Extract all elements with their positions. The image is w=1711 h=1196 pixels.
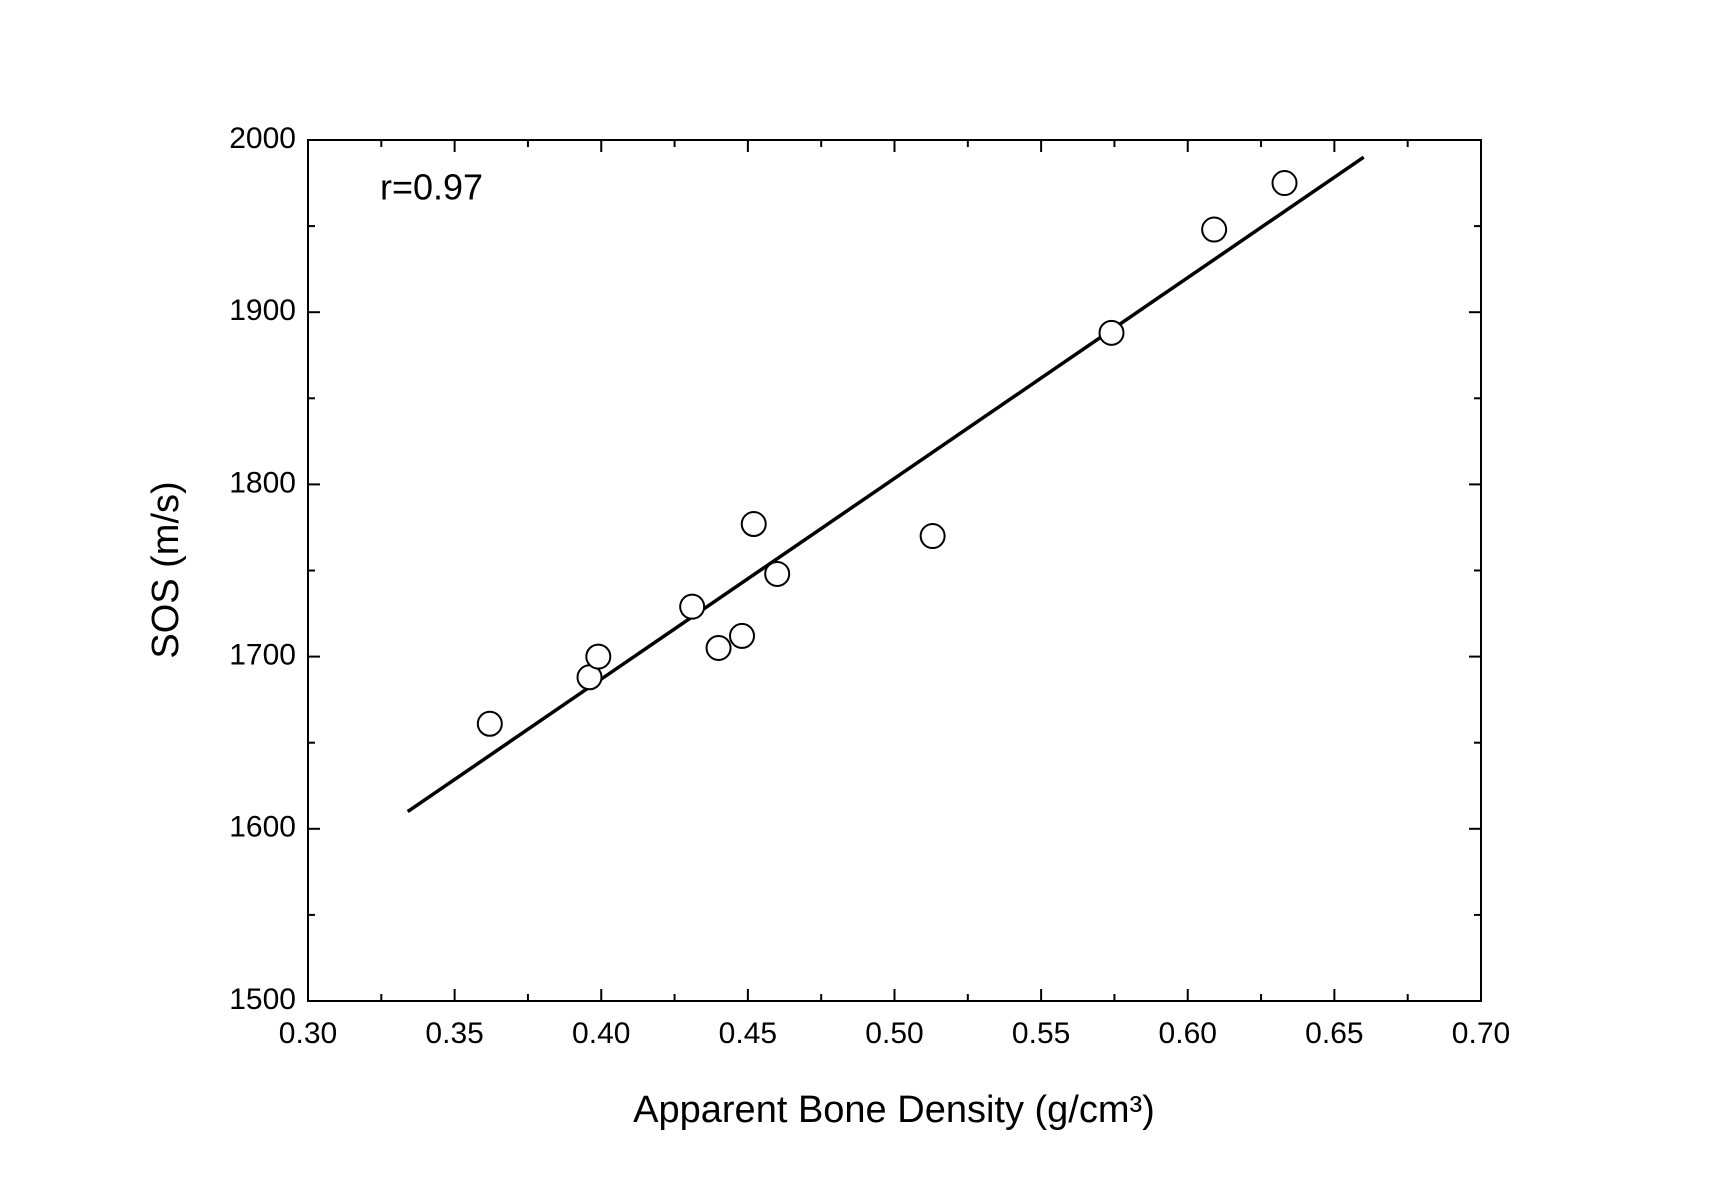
plot-frame [307, 139, 1482, 1002]
y-tick-label: 1600 [229, 811, 296, 844]
x-axis-label: Apparent Bone Density (g/cm³) [633, 1089, 1155, 1131]
data-point [919, 523, 946, 550]
y-tick-label: 1500 [229, 983, 296, 1016]
data-point [476, 710, 503, 737]
data-point [1271, 170, 1298, 197]
x-tick-label: 0.30 [279, 1017, 337, 1050]
y-tick-label: 1700 [229, 639, 296, 672]
y-tick-label: 1900 [229, 294, 296, 327]
data-point [1098, 319, 1125, 346]
y-tick-label: 1800 [229, 466, 296, 499]
x-tick-label: 0.55 [1012, 1017, 1070, 1050]
x-tick-label: 0.35 [425, 1017, 483, 1050]
x-tick-label: 0.70 [1452, 1017, 1510, 1050]
data-point [705, 634, 732, 661]
y-axis-label: SOS (m/s) [145, 481, 187, 658]
annotation: r=0.97 [380, 167, 483, 208]
x-tick-label: 0.60 [1159, 1017, 1217, 1050]
data-point [679, 593, 706, 620]
y-tick-label: 2000 [229, 122, 296, 155]
x-tick-label: 0.40 [572, 1017, 630, 1050]
data-point [740, 511, 767, 538]
data-point [764, 560, 791, 587]
data-point [585, 643, 612, 670]
x-tick-label: 0.65 [1305, 1017, 1363, 1050]
data-point [729, 622, 756, 649]
x-tick-label: 0.50 [865, 1017, 923, 1050]
data-point [1201, 216, 1228, 243]
x-tick-label: 0.45 [719, 1017, 777, 1050]
fit-line [406, 155, 1365, 814]
